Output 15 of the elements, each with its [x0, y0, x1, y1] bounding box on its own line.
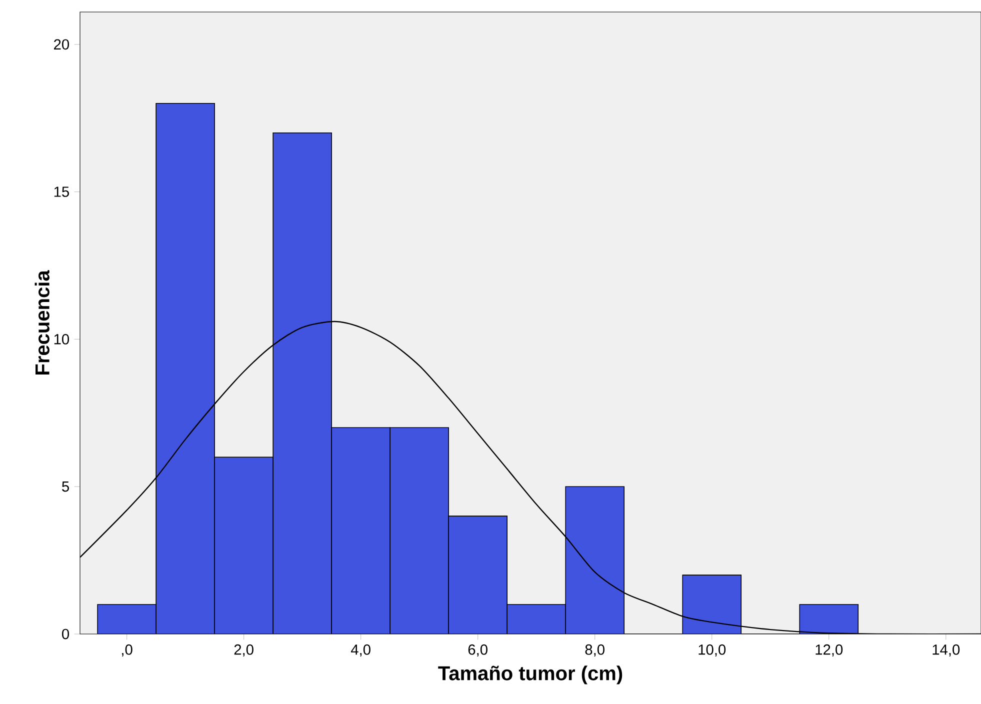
- y-tick-label: 15: [54, 186, 69, 197]
- x-tick-label: 12,0: [816, 644, 843, 657]
- x-tick-label: ,0: [122, 644, 132, 657]
- x-tick-label: 6,0: [468, 644, 488, 657]
- x-tick-label: 10,0: [698, 644, 726, 657]
- x-tick-label: 14,0: [932, 644, 960, 657]
- y-tick-label: 5: [62, 482, 69, 492]
- y-tick-label: 10: [54, 334, 70, 344]
- x-tick-label: 8,0: [585, 644, 604, 657]
- y-tick-label: 0: [62, 628, 70, 640]
- y-tick-label: 20: [54, 39, 70, 50]
- y-axis-title: Frecuencia: [34, 270, 50, 374]
- x-axis-title: Tamaño tumor (cm): [438, 666, 622, 684]
- x-tick-label: 2,0: [234, 644, 254, 657]
- x-tick-label: 4,0: [350, 644, 370, 657]
